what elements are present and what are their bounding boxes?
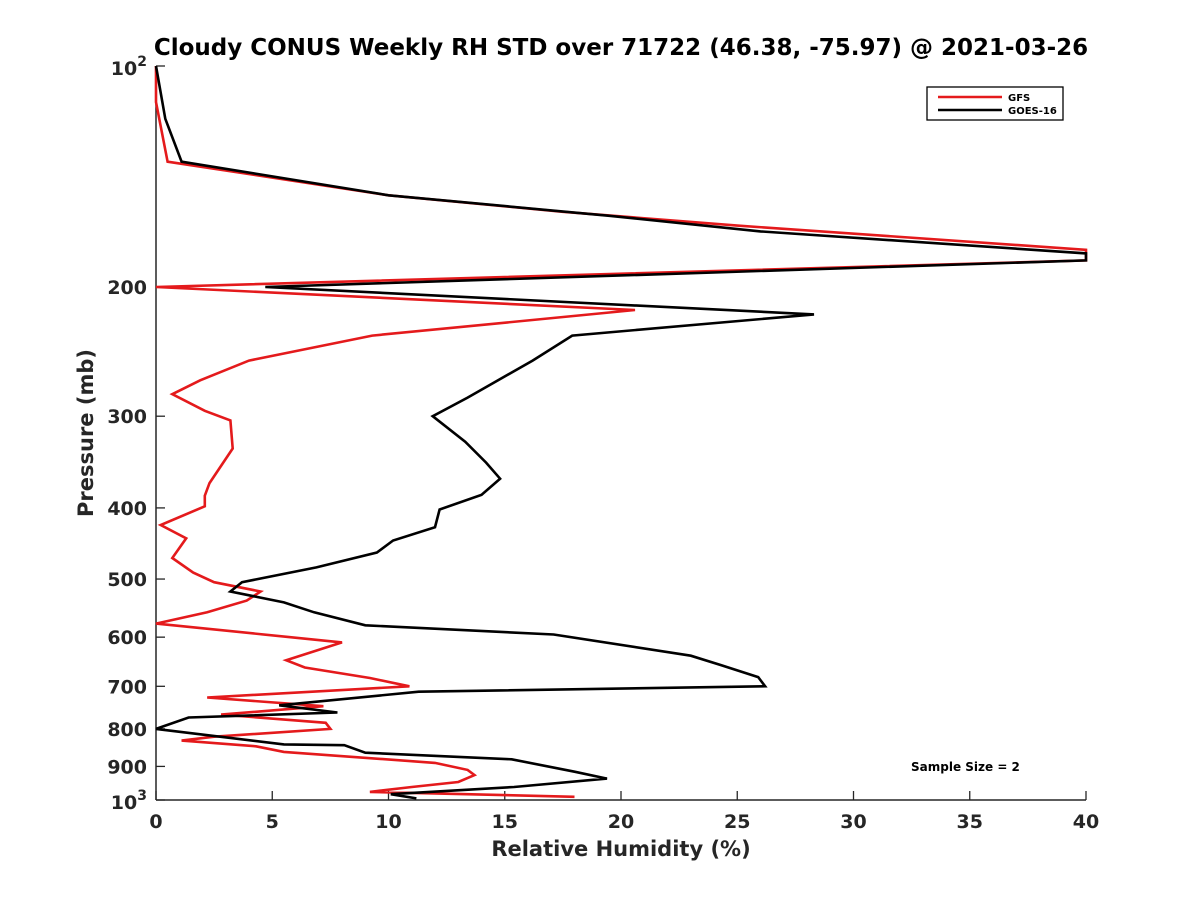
- y-tick-label: 800: [107, 719, 147, 741]
- y-axis-label: Pressure (mb): [74, 349, 98, 517]
- y-tick-label-power: 102: [111, 54, 147, 80]
- x-tick-label: 0: [149, 811, 162, 833]
- y-tick-label: 700: [107, 676, 147, 698]
- y-tick-power-base: 10: [111, 58, 137, 80]
- y-tick-label: 400: [107, 498, 147, 520]
- x-axis-label: Relative Humidity (%): [491, 837, 750, 861]
- y-tick-label: 500: [107, 569, 147, 591]
- legend-label-goes16: GOES-16: [1008, 106, 1057, 117]
- x-tick-label: 30: [840, 811, 866, 833]
- x-tick-label: 40: [1073, 811, 1099, 833]
- series-layer: [154, 65, 1088, 800]
- y-tick-power-base: 10: [111, 792, 137, 814]
- x-tick-label: 5: [266, 811, 279, 833]
- legend-label-gfs: GFS: [1008, 93, 1030, 104]
- sample-size-annotation: Sample Size = 2: [911, 760, 1020, 774]
- x-tick-label: 10: [375, 811, 401, 833]
- legend: GFS GOES-16: [926, 86, 1064, 121]
- y-tick-power-exponent: 2: [137, 54, 147, 70]
- chart-title: Cloudy CONUS Weekly RH STD over 71722 (4…: [154, 35, 1088, 61]
- y-tick-label: 300: [107, 406, 147, 428]
- x-tick-label: 35: [957, 811, 983, 833]
- y-tick-label: 600: [107, 627, 147, 649]
- x-tick-label: 25: [724, 811, 750, 833]
- y-tick-label: 200: [107, 277, 147, 299]
- x-tick-label: 15: [492, 811, 518, 833]
- x-tick-label: 20: [608, 811, 634, 833]
- y-tick-power-exponent: 3: [137, 788, 147, 804]
- series-line-gfs: [154, 66, 1088, 799]
- axes: 0 5 10 15 20 25 30 35 40 200 300 400 500 600 700 800 900…: [107, 54, 1099, 833]
- y-tick-label-power: 103: [111, 788, 147, 814]
- legend-box: [926, 86, 1064, 121]
- y-tick-label: 900: [107, 756, 147, 778]
- series-line-goes16: [154, 65, 1088, 800]
